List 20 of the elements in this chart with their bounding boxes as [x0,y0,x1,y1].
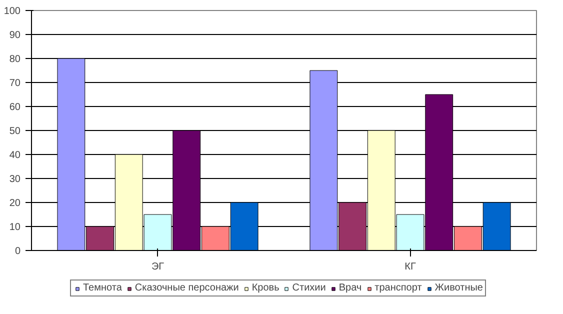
y-tick-label: 90 [9,30,21,41]
y-tick-label: 70 [9,78,21,89]
y-tick-label: 20 [9,198,21,209]
legend-label: Кровь [252,282,280,294]
y-tick-label: 50 [9,126,21,137]
legend-label: Сказочные персонажи [134,282,239,294]
legend-label: транспорт [374,282,422,294]
x-tick-label: КГ [404,262,416,272]
legend-label: Темнота [83,282,122,294]
y-tick-label: 10 [9,222,21,233]
y-tick-label: 80 [9,54,21,65]
y-tick-label: 60 [9,102,21,113]
legend-label: Животные [434,282,483,294]
x-tick-label: ЭГ [151,262,165,272]
legend-label: Стихии [292,282,326,294]
legend-label: Врач [338,282,362,294]
y-tick-label: 40 [9,150,21,161]
y-tick-label: 100 [4,6,21,17]
y-tick-label: 0 [14,246,21,257]
y-tick-label: 30 [9,174,21,185]
